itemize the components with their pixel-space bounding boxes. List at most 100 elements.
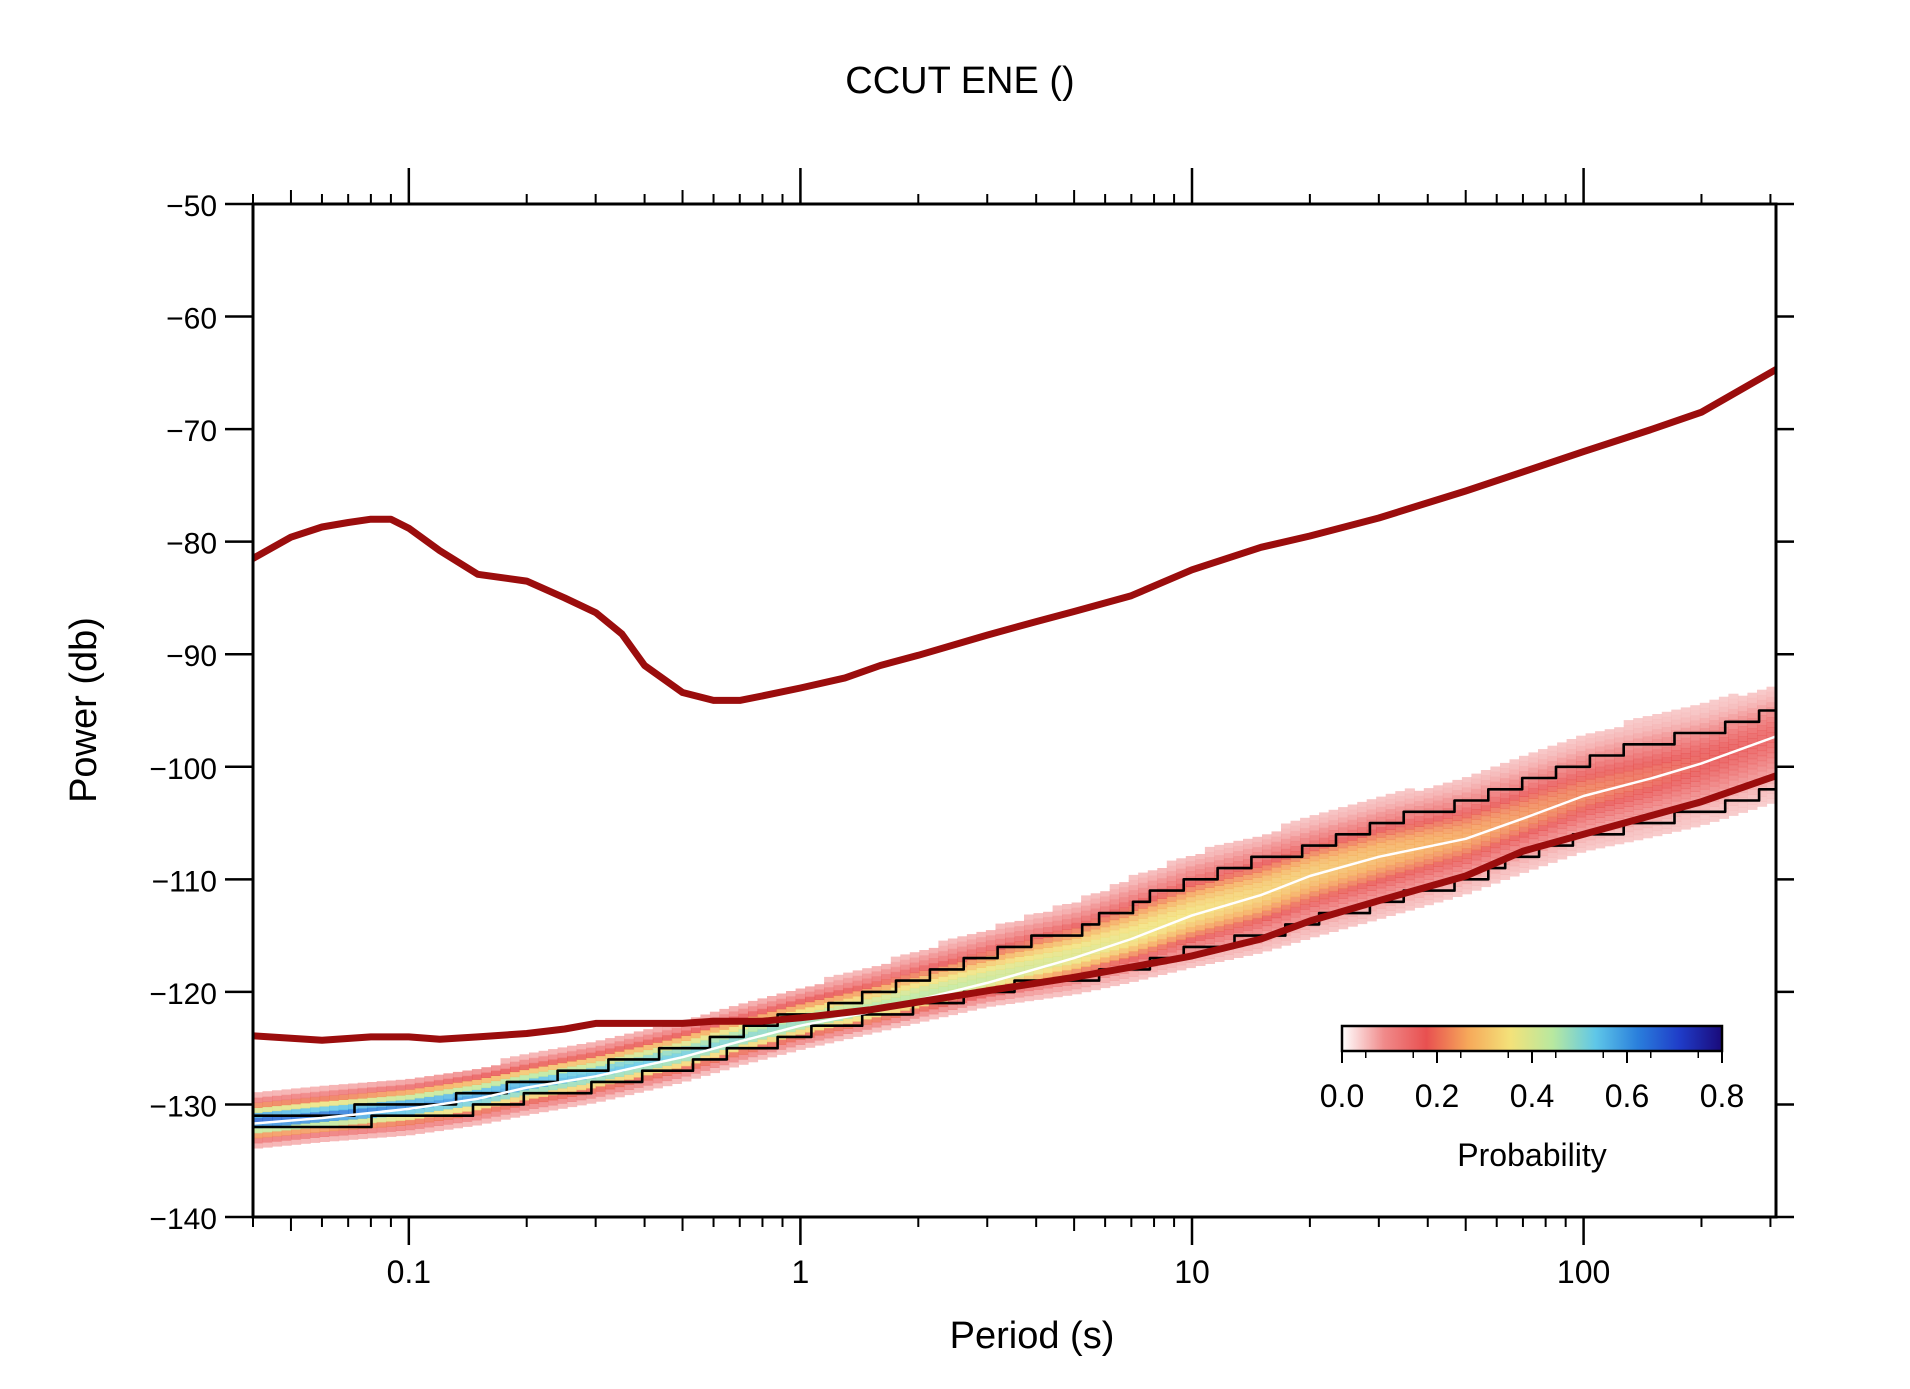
density-cell (1319, 847, 1330, 854)
density-cell (1157, 964, 1168, 970)
density-cell (1452, 855, 1463, 862)
density-cell (709, 1026, 720, 1033)
density-cell (1357, 867, 1368, 874)
density-cell (576, 1094, 587, 1101)
density-cell (1119, 953, 1130, 959)
density-cell (1538, 814, 1549, 821)
y-tick-label: −140 (149, 1203, 217, 1236)
density-cell (1005, 932, 1016, 939)
density-cell (776, 1023, 787, 1030)
density-cell (1471, 783, 1482, 790)
density-cell (1509, 779, 1520, 786)
density-cell (1043, 927, 1054, 933)
density-cell (1595, 787, 1606, 793)
density-cell (1328, 809, 1339, 816)
density-cell (1671, 790, 1682, 797)
density-cell (1043, 942, 1054, 948)
density-cell (1671, 770, 1682, 777)
density-cell (1014, 986, 1025, 993)
density-cell (852, 975, 863, 982)
density-cell (728, 1011, 739, 1017)
colorbar-tick-label: 0.8 (1700, 1078, 1744, 1114)
density-cell (1480, 795, 1491, 801)
density-cell (1671, 765, 1682, 771)
density-cell (1071, 958, 1082, 964)
density-cell (1490, 837, 1501, 844)
density-cell (738, 1013, 749, 1020)
density-cell (1680, 778, 1691, 784)
density-cell (1252, 867, 1263, 873)
density-cell (1233, 845, 1244, 852)
density-cell (966, 959, 977, 966)
density-cell (481, 1067, 492, 1073)
density-cell (1376, 882, 1387, 889)
density-cell (1309, 835, 1320, 841)
density-cell (1052, 950, 1063, 957)
density-cell (1480, 800, 1491, 807)
density-cell (1005, 998, 1016, 1004)
density-cell (1680, 707, 1691, 714)
density-cell (1633, 768, 1644, 775)
density-cell (871, 1016, 882, 1023)
density-cell (538, 1066, 549, 1072)
density-cell (1652, 754, 1663, 761)
density-cell (1509, 804, 1520, 811)
density-cell (681, 1025, 692, 1031)
density-cell (1204, 867, 1215, 873)
density-cell (519, 1054, 530, 1060)
density-cell (1423, 838, 1434, 845)
density-cell (529, 1057, 540, 1064)
density-cell (1757, 765, 1768, 772)
density-cell (1566, 804, 1577, 811)
density-cell (1100, 921, 1111, 928)
density-cell (491, 1115, 502, 1122)
density-cell (1214, 925, 1225, 932)
density-cell (395, 1084, 406, 1091)
density-cell (1576, 837, 1587, 843)
density-cell (976, 957, 987, 963)
density-cell (424, 1126, 435, 1133)
density-cell (909, 987, 920, 994)
density-cell (1404, 849, 1415, 855)
density-cell (1176, 924, 1187, 930)
density-cell (1309, 815, 1320, 821)
density-cell (928, 1003, 939, 1010)
density-cell (1147, 900, 1158, 907)
density-cell (1138, 892, 1149, 899)
density-cell (1766, 757, 1776, 764)
density-cell (1157, 949, 1168, 955)
density-cell (1680, 773, 1691, 779)
density-cell (1547, 771, 1558, 777)
density-cell (1566, 744, 1577, 750)
x-tick-label: 100 (1557, 1254, 1610, 1290)
density-cell (462, 1121, 473, 1127)
density-cell (1347, 880, 1358, 887)
density-cell (947, 948, 958, 955)
density-cell (1757, 750, 1768, 757)
density-cell (1690, 796, 1701, 803)
density-cell (1128, 971, 1139, 977)
density-cell (1709, 745, 1720, 751)
density-cell (1357, 801, 1368, 808)
density-cell (329, 1115, 340, 1121)
density-cell (310, 1101, 321, 1108)
density-cell (1680, 798, 1691, 805)
density-cell (1271, 912, 1282, 919)
density-cell (633, 1077, 644, 1083)
density-cell (424, 1116, 435, 1123)
density-cell (567, 1101, 578, 1108)
density-cell (443, 1083, 454, 1090)
density-cell (805, 1037, 816, 1043)
density-cell (1100, 926, 1111, 933)
density-cell (395, 1125, 406, 1131)
density-cell (1652, 764, 1663, 771)
density-cell (1576, 771, 1587, 777)
density-cell (1281, 884, 1292, 890)
density-cell (1128, 915, 1139, 922)
density-cell (529, 1052, 540, 1059)
density-cell (1519, 867, 1530, 873)
density-cell (1633, 733, 1644, 739)
density-cell (1661, 757, 1672, 764)
density-cell (1109, 955, 1120, 961)
density-cell (1690, 710, 1701, 716)
